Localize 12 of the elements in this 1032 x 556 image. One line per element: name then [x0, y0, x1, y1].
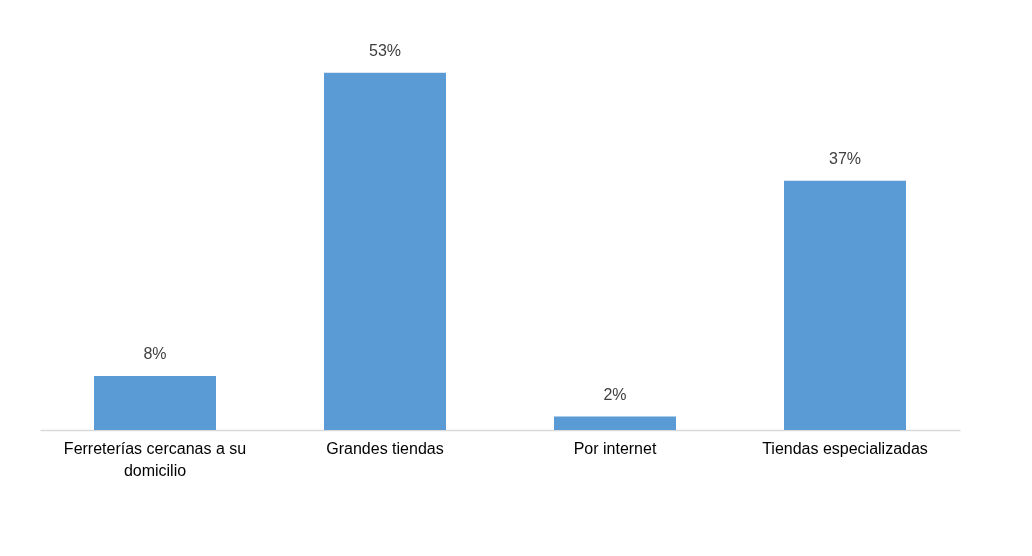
data-label: 2%: [603, 385, 627, 403]
data-label: 53%: [368, 41, 402, 59]
data-label: 37%: [828, 149, 862, 167]
data-label: 8%: [143, 345, 167, 363]
x-tick-label: Tiendas especializadas: [762, 439, 928, 457]
x-tick-label: Por internet: [573, 439, 657, 457]
x-tick-label: Ferreterías cercanas a su domicilio: [63, 439, 247, 479]
bar: [94, 376, 216, 430]
x-tick-label: Grandes tiendas: [326, 439, 444, 457]
bar: [324, 72, 446, 430]
bar: [554, 416, 676, 430]
bar: [784, 180, 906, 430]
